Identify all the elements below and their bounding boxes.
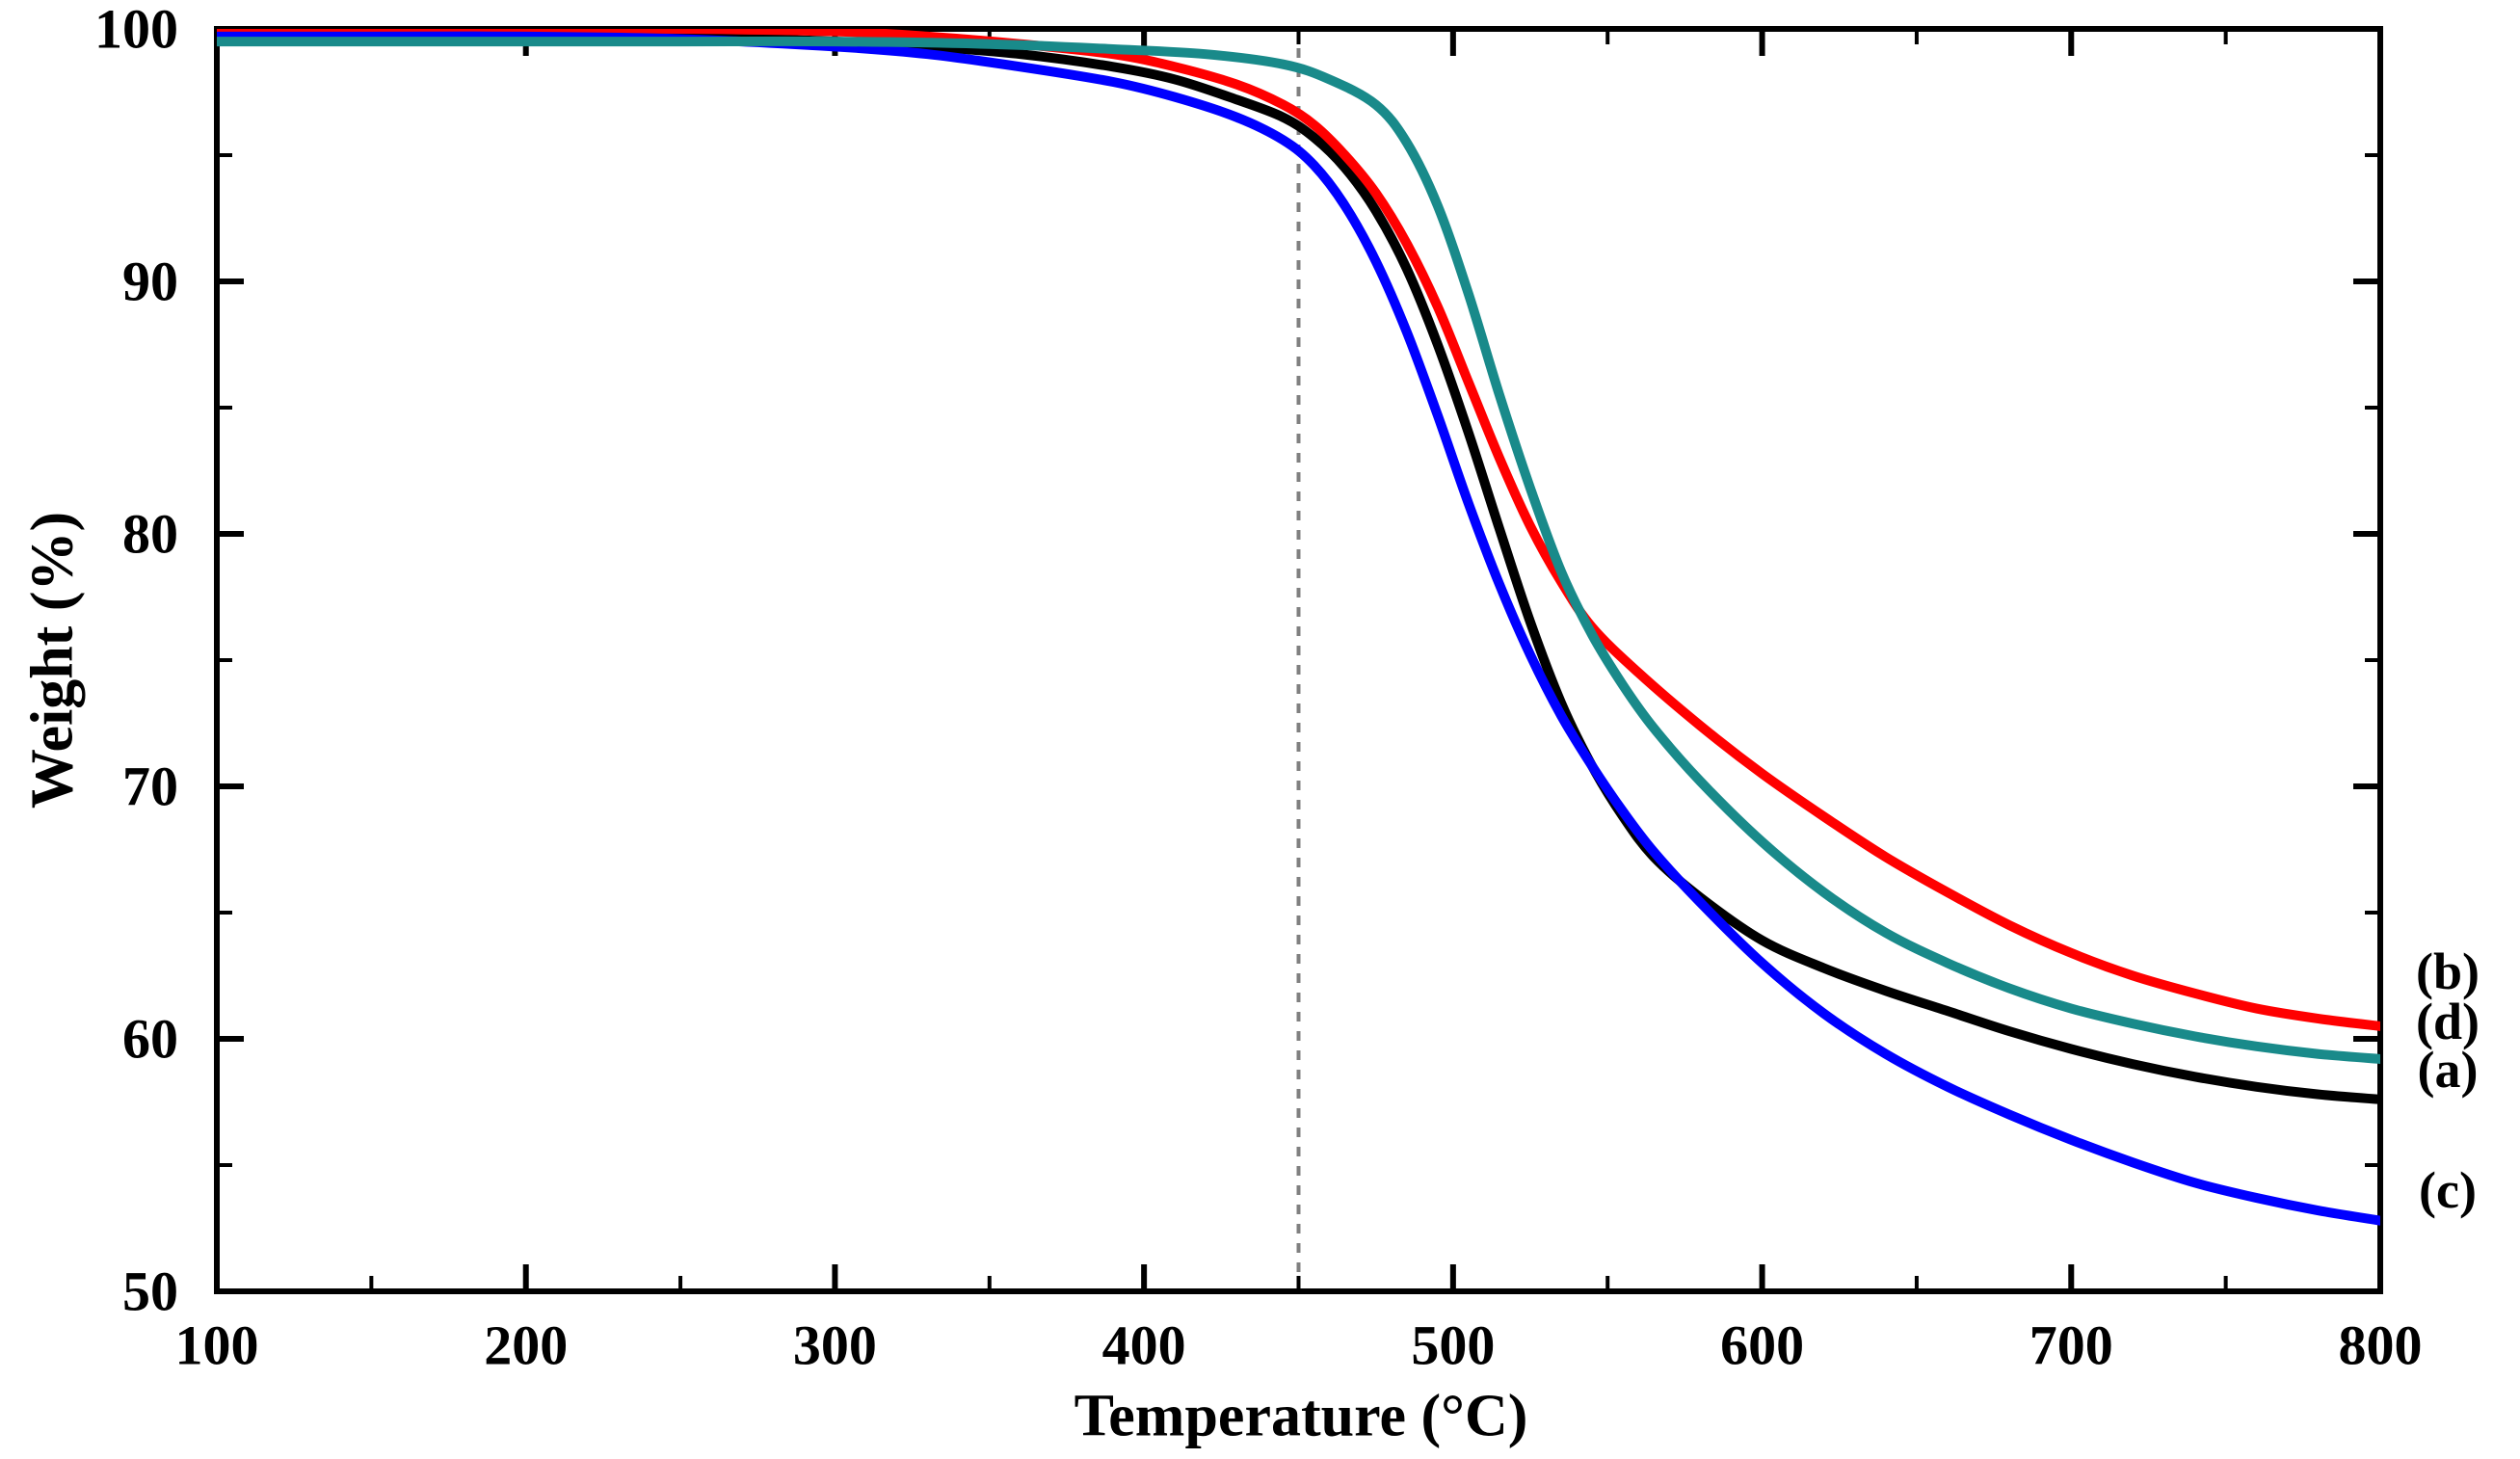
y-tick-label: 100 <box>94 0 178 62</box>
x-tick-label: 400 <box>1102 1313 1186 1378</box>
y-tick-label: 60 <box>122 1007 178 1072</box>
y-axis-label: Weight (%) <box>19 512 88 809</box>
x-tick-label: 500 <box>1411 1313 1495 1378</box>
series-label-d: (d) <box>2416 992 2480 1051</box>
y-tick-label: 50 <box>122 1260 178 1324</box>
y-tick-label: 90 <box>122 250 178 314</box>
y-tick-label: 80 <box>122 502 178 567</box>
x-tick-label: 600 <box>1720 1313 1804 1378</box>
tga-chart <box>0 0 2520 1459</box>
x-tick-label: 300 <box>793 1313 877 1378</box>
x-tick-label: 200 <box>484 1313 568 1378</box>
series-label-c: (c) <box>2419 1160 2477 1220</box>
x-tick-label: 700 <box>2029 1313 2113 1378</box>
x-tick-label: 800 <box>2339 1313 2423 1378</box>
x-tick-label: 100 <box>175 1313 259 1378</box>
x-axis-label: Temperature (°C) <box>1074 1383 1528 1451</box>
y-tick-label: 70 <box>122 755 178 819</box>
